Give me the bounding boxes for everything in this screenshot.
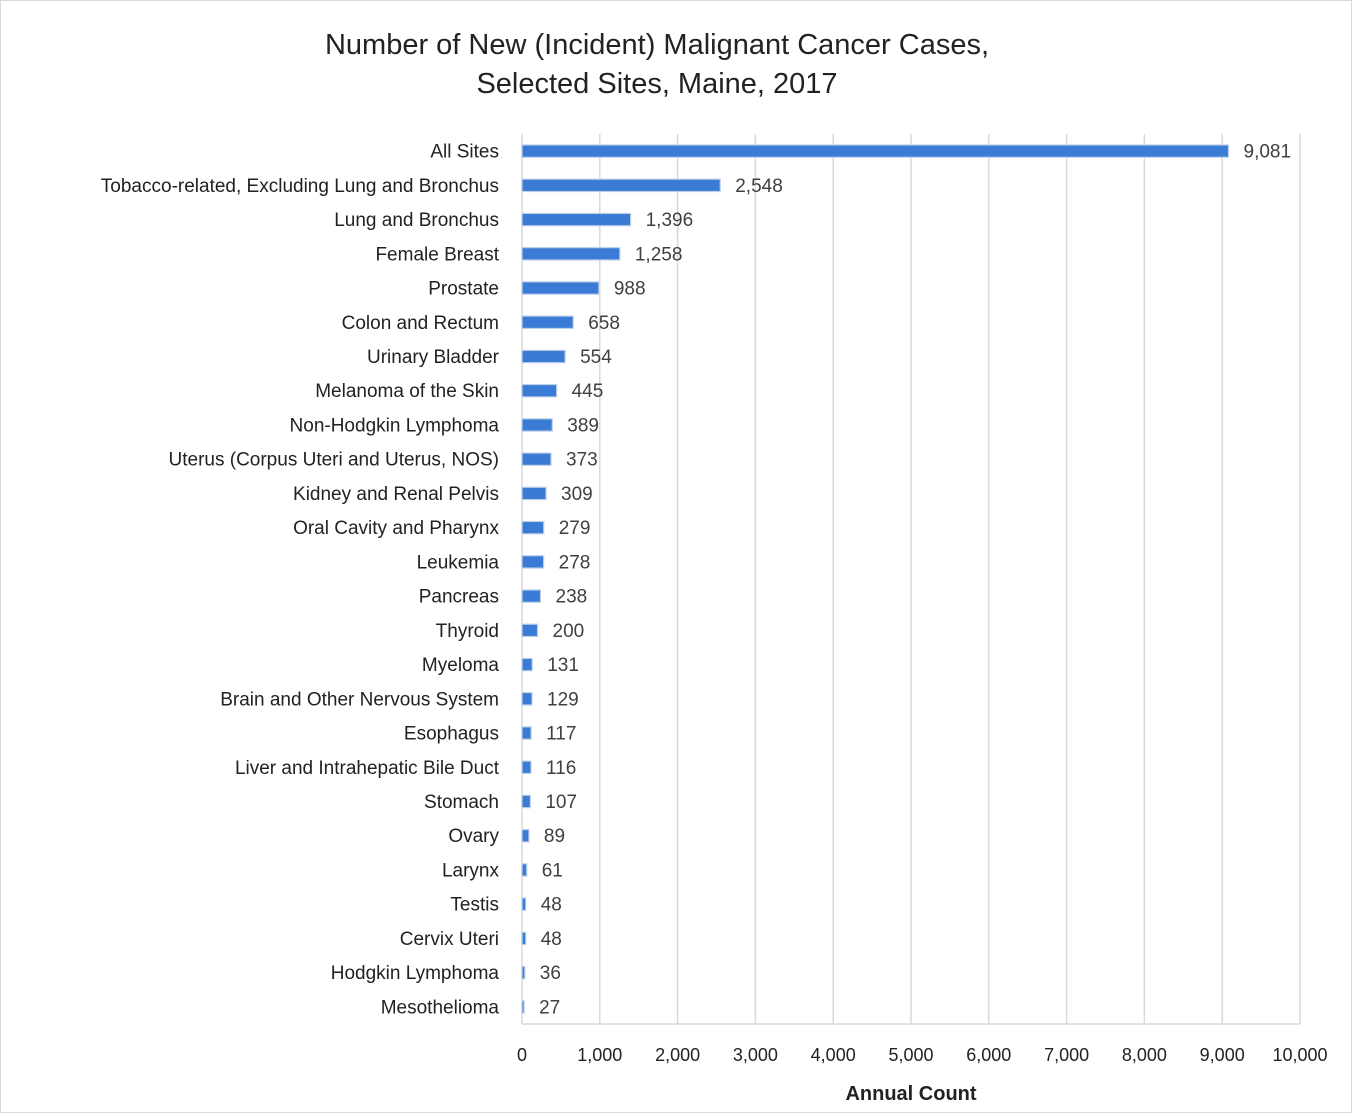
category-label: Thyroid	[436, 621, 499, 642]
category-label: Kidney and Renal Pelvis	[293, 484, 499, 505]
data-label: 131	[547, 655, 579, 676]
x-tick-label: 0	[517, 1045, 527, 1065]
bar	[521, 657, 533, 672]
category-label: Leukemia	[417, 552, 500, 573]
x-tick-label: 2,000	[655, 1045, 700, 1065]
category-label: Female Breast	[375, 244, 499, 265]
data-label: 9,081	[1244, 142, 1292, 163]
category-label: Tobacco-related, Excluding Lung and Bron…	[101, 176, 499, 197]
category-label: Pancreas	[419, 587, 499, 608]
bar	[521, 965, 526, 980]
x-tick-label: 4,000	[811, 1045, 856, 1065]
data-label: 278	[559, 552, 591, 573]
bar	[521, 692, 533, 706]
data-label: 279	[559, 518, 591, 539]
x-tick-label: 1,000	[577, 1045, 622, 1065]
data-label: 48	[541, 929, 562, 950]
x-tick-label: 9,000	[1200, 1045, 1245, 1065]
data-label: 116	[546, 758, 576, 779]
chart-title: Number of New (Incident) Malignant Cance…	[325, 29, 989, 100]
category-label: All Sites	[430, 142, 499, 163]
data-label: 389	[567, 415, 599, 436]
bar	[521, 726, 532, 740]
data-label: 129	[547, 689, 579, 710]
bar	[521, 623, 539, 638]
x-axis-title: Annual Count	[845, 1083, 976, 1105]
data-label: 200	[553, 621, 585, 642]
data-label: 2,548	[735, 176, 783, 197]
x-tick-label: 10,000	[1272, 1045, 1327, 1065]
category-label: Colon and Rectum	[342, 313, 499, 334]
data-label: 309	[561, 484, 593, 505]
bar	[521, 520, 545, 535]
bar	[521, 349, 566, 364]
bar	[521, 760, 532, 775]
bar	[521, 178, 721, 193]
category-labels: All Sites Tobacco-related, Excluding Lung…	[101, 142, 500, 1019]
data-label: 107	[545, 792, 577, 813]
bar	[521, 315, 574, 330]
category-label: Hodgkin Lymphoma	[331, 963, 500, 984]
category-label: Stomach	[424, 792, 499, 813]
bar	[521, 863, 528, 877]
category-label: Oral Cavity and Pharynx	[293, 518, 499, 539]
category-label: Brain and Other Nervous System	[220, 689, 499, 710]
category-label: Lung and Bronchus	[334, 210, 499, 231]
bar	[521, 383, 558, 398]
value-labels: 9,081 2,548 1,396 1,258 988 658 554 445 389 373 30…	[539, 142, 1291, 1019]
category-label: Cervix Uteri	[400, 929, 499, 950]
x-tick-label: 5,000	[888, 1045, 933, 1065]
data-label: 1,258	[635, 244, 683, 265]
bar	[521, 486, 547, 501]
category-label: Non-Hodgkin Lymphoma	[290, 415, 500, 436]
bar	[521, 828, 530, 843]
bar	[521, 418, 553, 432]
x-tick-label: 3,000	[733, 1045, 778, 1065]
bar	[521, 794, 531, 809]
category-label: Prostate	[428, 279, 499, 300]
chart-title-line-1: Number of New (Incident) Malignant Cance…	[325, 29, 989, 61]
data-label: 36	[540, 963, 561, 984]
category-label: Urinary Bladder	[367, 347, 500, 368]
data-label: 445	[572, 381, 604, 402]
data-label: 554	[580, 347, 612, 368]
bar	[521, 144, 1230, 158]
bar	[521, 247, 621, 261]
bar	[521, 555, 545, 569]
chart-title-line-2: Selected Sites, Maine, 2017	[476, 68, 837, 100]
bar	[521, 1000, 525, 1014]
data-label: 89	[544, 826, 565, 847]
bar	[521, 281, 600, 295]
category-label: Esophagus	[404, 724, 499, 745]
data-label: 373	[566, 450, 598, 471]
category-label: Liver and Intrahepatic Bile Duct	[235, 758, 500, 779]
bars	[521, 144, 1230, 1014]
bar	[521, 931, 527, 946]
data-label: 27	[539, 997, 560, 1018]
x-tick-label: 7,000	[1044, 1045, 1089, 1065]
data-label: 48	[541, 895, 562, 916]
category-label: Melanoma of the Skin	[315, 381, 499, 402]
x-axis-tick-labels: 0 1,000 2,000 3,000 4,000 5,000 6,000 7,000 8,00…	[517, 1045, 1328, 1065]
data-label: 1,396	[646, 210, 694, 231]
data-label: 988	[614, 279, 646, 300]
category-label: Testis	[450, 895, 499, 916]
gridlines	[521, 134, 1301, 1025]
data-label: 658	[588, 313, 620, 334]
category-label: Mesothelioma	[381, 997, 500, 1018]
bar	[521, 897, 527, 911]
data-label: 238	[556, 587, 588, 608]
x-tick-label: 6,000	[966, 1045, 1011, 1065]
data-label: 61	[542, 860, 563, 881]
data-label: 117	[546, 724, 576, 745]
category-label: Uterus (Corpus Uteri and Uterus, NOS)	[169, 450, 500, 471]
bar	[521, 452, 552, 466]
category-label: Myeloma	[422, 655, 500, 676]
bar	[521, 589, 542, 603]
category-label: Ovary	[448, 826, 499, 847]
category-label: Larynx	[442, 860, 500, 881]
bar	[521, 212, 632, 227]
x-tick-label: 8,000	[1122, 1045, 1167, 1065]
